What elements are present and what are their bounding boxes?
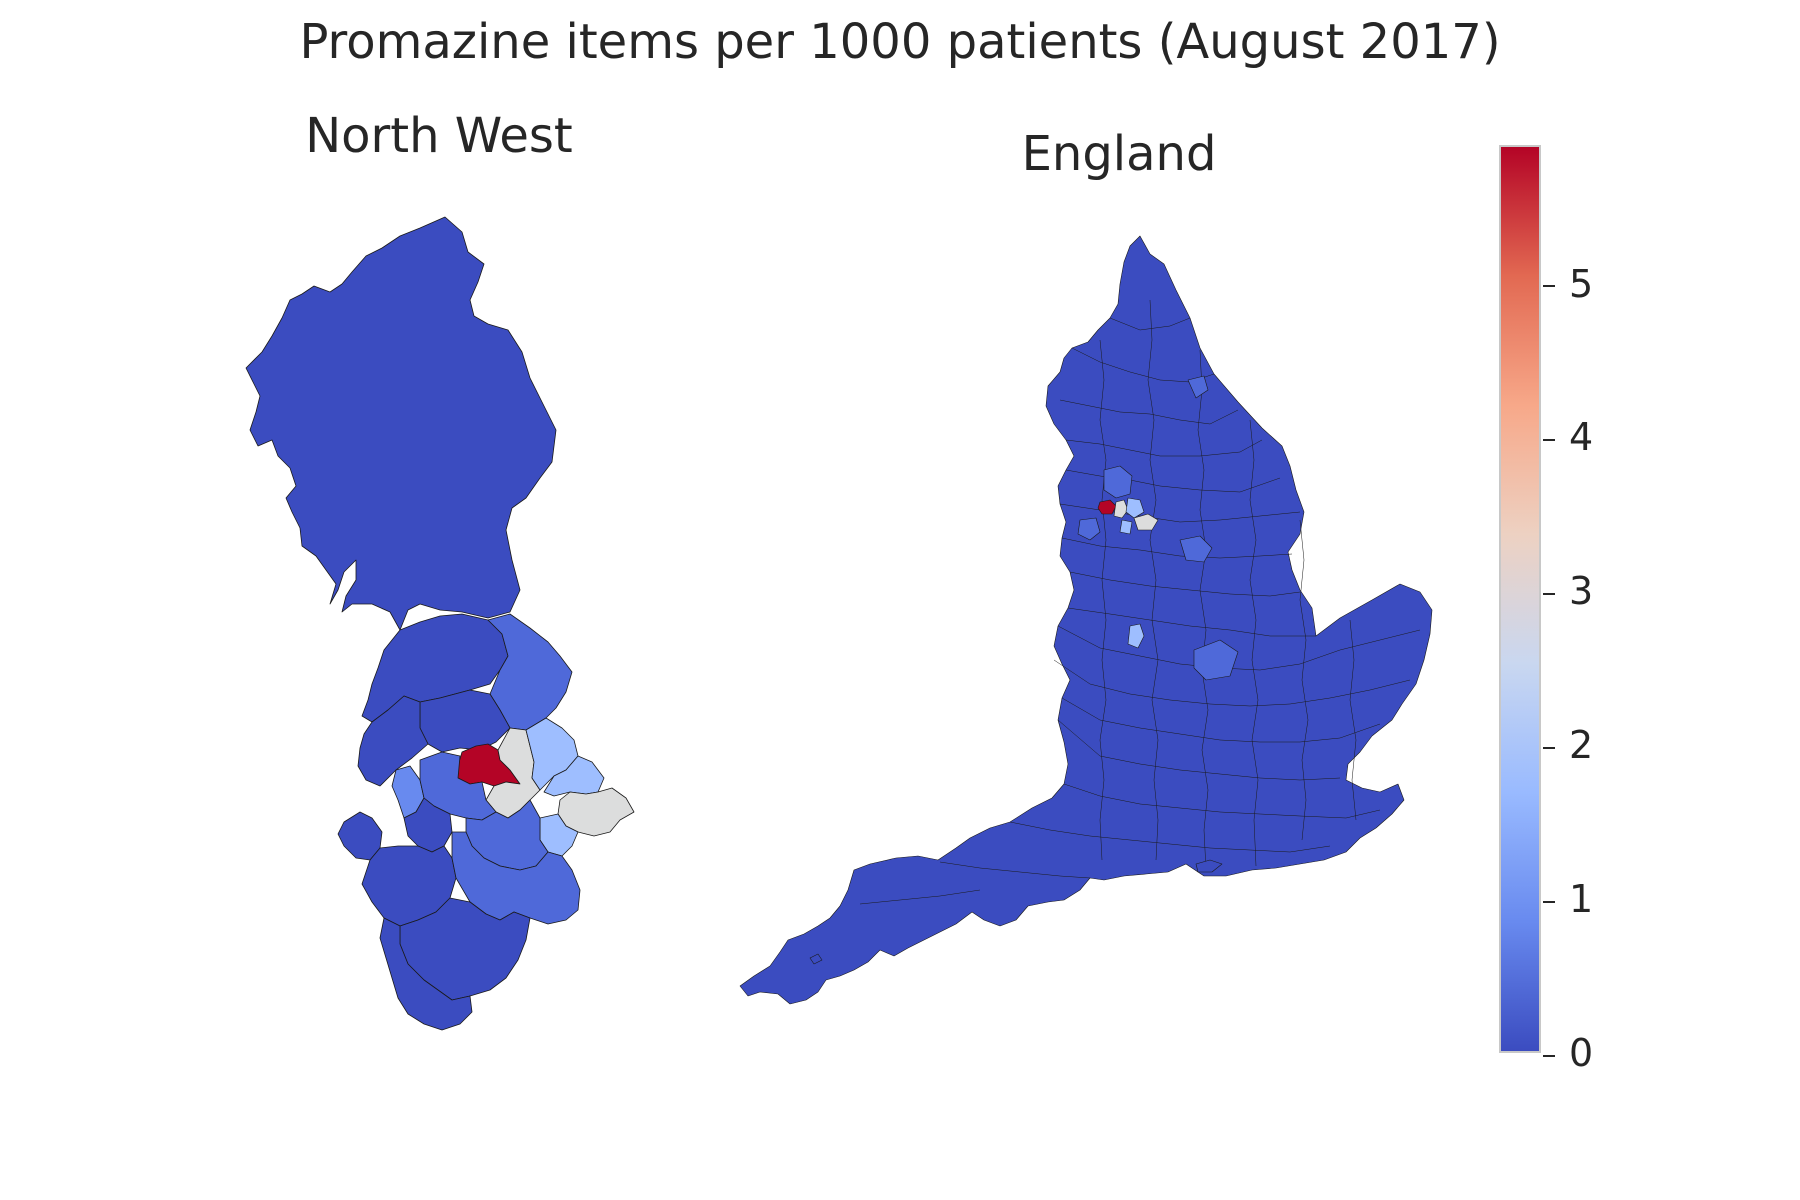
england-region-light-a xyxy=(1125,497,1145,519)
colorbar-tick-label: 1 xyxy=(1569,877,1594,922)
england-region-pale-a xyxy=(1113,499,1129,519)
region-light-a xyxy=(525,717,579,791)
england-region-high xyxy=(1097,499,1117,515)
colorbar-tick-label: 3 xyxy=(1569,569,1594,614)
england-scilly xyxy=(809,953,823,965)
region-wirral xyxy=(337,811,383,861)
colorbar-tick-1: 1 xyxy=(1543,880,1593,918)
north-west-map xyxy=(245,216,635,1031)
england-title: England xyxy=(1021,126,1217,182)
england-map xyxy=(739,235,1433,1005)
colorbar-tick-label: 5 xyxy=(1569,261,1594,306)
england-boundaries xyxy=(859,299,1421,905)
england-region-light-c xyxy=(1127,623,1145,649)
england-wight xyxy=(1195,859,1223,873)
region-cheshire-west xyxy=(361,845,457,927)
colorbar-tick-label: 4 xyxy=(1569,415,1594,460)
england-region-mid-c xyxy=(1179,535,1213,563)
england-region-mid-a xyxy=(1103,465,1133,499)
colorbar-tick-label: 2 xyxy=(1569,723,1594,768)
chart-title: Promazine items per 1000 patients (Augus… xyxy=(299,14,1501,70)
england-outline xyxy=(739,235,1433,1005)
england-region-light-b xyxy=(1119,519,1133,535)
colorbar-tick-0: 0 xyxy=(1543,1034,1593,1072)
region-west-lancs xyxy=(357,695,429,787)
england-region-mid-e xyxy=(1187,375,1209,399)
colorbar-tick-4: 4 xyxy=(1543,418,1593,456)
colorbar-tick-3: 3 xyxy=(1543,572,1593,610)
north-west-title: North West xyxy=(305,108,573,164)
england-region-mid-b xyxy=(1077,517,1101,541)
region-cumbria xyxy=(245,216,557,631)
england-region-mid-d xyxy=(1193,639,1239,681)
colorbar-tick-label: 0 xyxy=(1569,1031,1594,1075)
england-region-pale-b xyxy=(1133,513,1159,531)
region-southern-edge xyxy=(379,917,473,1031)
colorbar xyxy=(1499,145,1541,1053)
colorbar-tick-5: 5 xyxy=(1543,265,1593,303)
colorbar-tick-2: 2 xyxy=(1543,726,1593,764)
